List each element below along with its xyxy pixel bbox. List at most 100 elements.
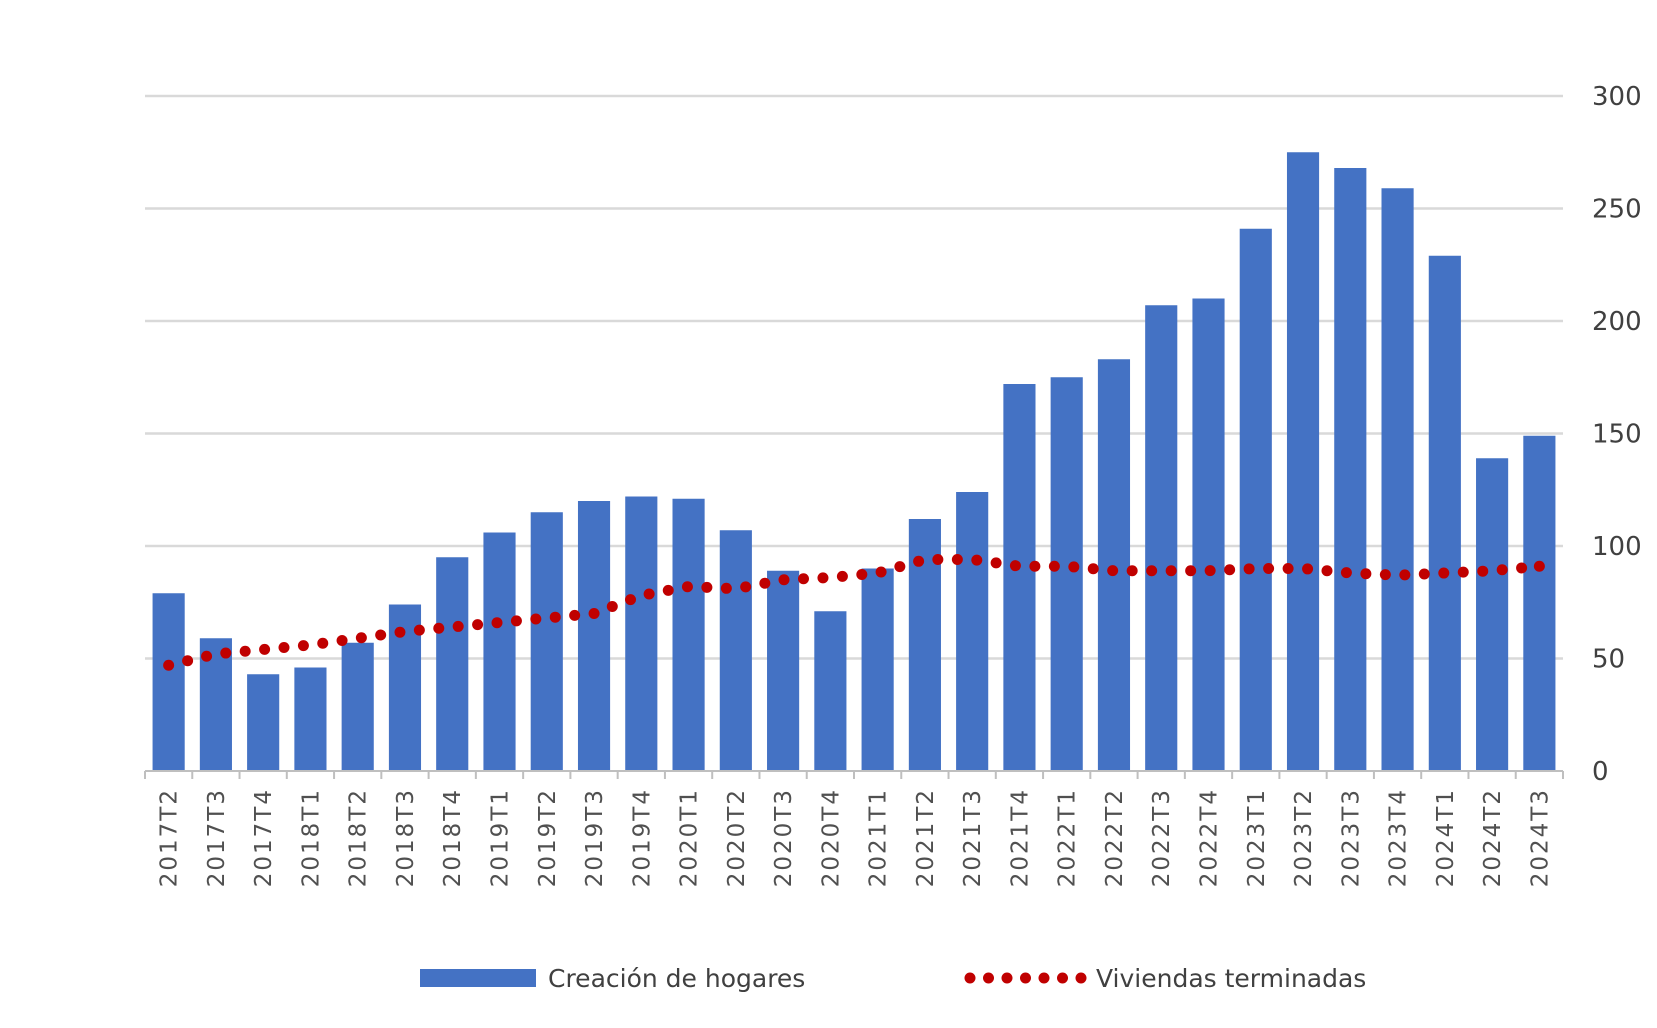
bar [1192,298,1225,771]
line-dot [491,617,503,629]
bar [1239,228,1272,771]
bar-series [152,152,1556,771]
legend: Creación de hogares Viviendas terminadas [420,964,1366,993]
line-dot [1224,564,1236,576]
line-dot [1165,565,1177,577]
bar [1381,188,1414,771]
line-dot [297,640,309,652]
gridlines [145,94,1563,660]
x-tick-label: 2024T1 [1433,788,1459,887]
line-dot [530,613,542,625]
x-tick-label: 2018T4 [440,788,466,887]
legend-dot [1038,972,1050,984]
y-tick-label: 250 [1592,195,1642,225]
line-dot [1048,560,1060,572]
line-dot [1321,565,1333,577]
legend-dot [1020,972,1031,984]
line-dot [1146,565,1158,577]
line-dot [1029,560,1041,572]
line-dot [606,601,618,613]
line-dot [836,570,848,582]
bar [247,674,280,771]
bar [1428,255,1461,771]
line-dot [201,650,213,662]
line-dot [662,584,674,596]
line-dot [259,643,271,655]
line-dot [1516,562,1528,574]
line-dot [778,574,790,586]
bar [625,496,658,771]
line-dot [549,611,561,623]
legend-bar-swatch [420,969,536,987]
x-tick-label: 2017T4 [251,788,277,887]
bar [294,667,327,771]
line-dot [1302,563,1314,575]
x-tick-label: 2018T1 [298,788,324,887]
line-dot [740,581,752,593]
line-dot [932,554,944,565]
y-tick-label: 50 [1592,645,1625,675]
legend-label-bars: Creación de hogares [548,964,805,993]
bar [1003,384,1036,771]
dotted-line-series [163,554,1545,671]
line-dot [1379,569,1391,581]
line-dot [951,554,963,565]
line-dot [394,626,406,638]
line-dot [1457,566,1469,578]
legend-dot [983,972,994,984]
bar [767,570,800,771]
bar [152,593,185,771]
x-tick-label: 2021T1 [866,788,892,887]
bar [1334,168,1367,771]
line-dot [1087,563,1099,575]
x-tick-label: 2023T3 [1338,788,1364,887]
line-dot [569,609,581,621]
legend-dot [1057,972,1068,984]
line-dot [913,555,925,567]
line-dot [1009,560,1021,572]
y-tick-label: 300 [1592,82,1642,112]
x-axis [144,770,1564,779]
x-tick-label: 2019T3 [582,788,608,887]
y-tick-label: 150 [1592,420,1642,450]
bar [956,492,989,771]
x-tick-label: 2019T1 [488,788,514,887]
bar [530,512,563,771]
x-tick-label: 2019T4 [629,788,655,887]
line-dot [1126,565,1138,577]
bar [672,498,705,771]
line-dot [239,645,251,657]
x-tick-label: 2023T1 [1244,788,1270,887]
x-tick-label: 2020T3 [771,788,797,887]
line-dot [856,569,868,581]
line-dot [182,655,194,667]
legend-dotted-swatch [964,972,1087,984]
bar [577,501,611,771]
line-dot [472,619,484,631]
bar [719,530,752,771]
line-dot [990,557,1002,569]
bar [483,532,516,771]
line-dot [317,637,329,649]
line-dot [1418,568,1430,580]
x-tick-label: 2022T1 [1055,788,1081,887]
line-dot [433,622,445,634]
line-dot [336,634,348,646]
line-dot [1340,567,1352,579]
line-dot [278,642,290,654]
bar [1286,152,1320,771]
x-tick-label: 2022T4 [1197,788,1223,887]
x-tick-label: 2019T2 [535,788,561,887]
line-dot [413,624,425,636]
line-dot [1263,563,1275,574]
line-dot [625,594,637,606]
line-dot [720,582,732,594]
line-dot [701,581,713,593]
x-tick-label: 2024T2 [1480,788,1506,887]
bar [1523,435,1556,771]
x-tick-label: 2021T3 [960,788,986,887]
x-tick-label: 2018T3 [393,788,419,887]
y-tick-label: 0 [1592,757,1609,787]
x-tick-label: 2018T2 [346,788,372,887]
